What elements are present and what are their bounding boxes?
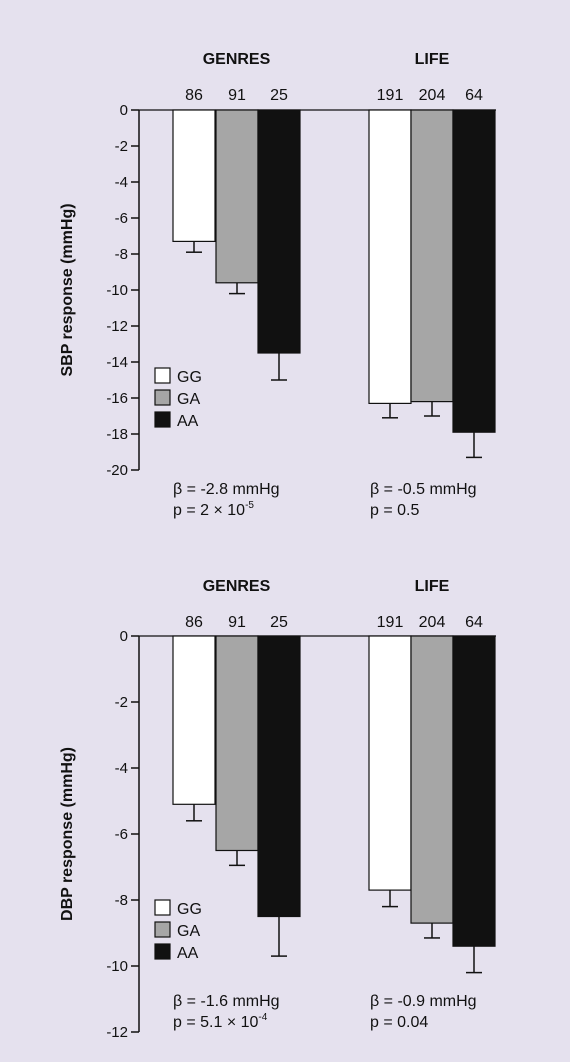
- y-tick-label: -20: [106, 462, 128, 479]
- bar-aa: [452, 635, 496, 947]
- y-tick-label: -16: [106, 390, 128, 407]
- sample-count-label: 91: [228, 87, 246, 104]
- legend-swatch: [154, 921, 171, 938]
- sample-count-label: 64: [465, 614, 483, 631]
- legend-swatch: [154, 389, 171, 406]
- bar-aa: [452, 109, 496, 433]
- legend: GG GA AA: [154, 367, 202, 430]
- y-tick-label: -6: [115, 826, 128, 843]
- y-axis-label: DBP response (mmHg): [59, 747, 76, 921]
- legend-swatch: [154, 943, 171, 960]
- y-tick-label: -2: [115, 138, 128, 155]
- y-tick-label: -6: [115, 210, 128, 227]
- legend-swatch: [154, 899, 171, 916]
- y-tick-label: -8: [115, 892, 128, 909]
- bar-gg: [368, 109, 412, 404]
- sample-count-label: 191: [377, 614, 404, 631]
- sample-count-label: 91: [228, 614, 246, 631]
- legend-label: GG: [177, 369, 202, 386]
- p-value-stat: p = 2 × 10-5: [173, 500, 254, 519]
- sample-count-label: 25: [270, 614, 288, 631]
- y-tick-label: -8: [115, 246, 128, 263]
- group-title: GENRES: [203, 578, 271, 595]
- bar-ga: [215, 109, 259, 284]
- sample-count-label: 86: [185, 87, 203, 104]
- sample-count-label: 25: [270, 87, 288, 104]
- sample-count-label: 204: [419, 614, 446, 631]
- bar-aa: [257, 635, 301, 918]
- chart-panel-2: 0 -2 -4 -6 -8 -10 -12 DBP response (mmHg) GENRES…: [59, 578, 496, 1041]
- sample-count-label: 64: [465, 87, 483, 104]
- bar-gg: [172, 635, 216, 805]
- legend: GG GA AA: [154, 899, 202, 962]
- legend-swatch: [154, 411, 171, 428]
- y-tick-label: -18: [106, 426, 128, 443]
- y-tick-label: 0: [120, 102, 128, 119]
- y-tick-label: -12: [106, 1024, 128, 1041]
- group-title: GENRES: [203, 51, 271, 68]
- y-tick-label: -4: [115, 760, 128, 777]
- legend-label: AA: [177, 413, 199, 430]
- sample-count-label: 86: [185, 614, 203, 631]
- beta-stat: β = -0.5 mmHg: [370, 481, 477, 498]
- chart-panel-1: 0 -2 -4 -6 -8 -10 -12 -14 -16 -18 -20 SBP response …: [59, 51, 496, 519]
- beta-stat: β = -1.6 mmHg: [173, 993, 280, 1010]
- bar-gg: [172, 109, 216, 242]
- legend-label: AA: [177, 945, 199, 962]
- legend-label: GA: [177, 923, 200, 940]
- y-tick-label: -12: [106, 318, 128, 335]
- bar-ga: [410, 109, 454, 403]
- legend-label: GG: [177, 901, 202, 918]
- y-tick-label: 0: [120, 628, 128, 645]
- p-value-stat: p = 0.5: [370, 502, 419, 519]
- y-tick-label: -10: [106, 958, 128, 975]
- p-value-stat: p = 0.04: [370, 1014, 428, 1031]
- y-tick-label: -10: [106, 282, 128, 299]
- sample-count-label: 191: [377, 87, 404, 104]
- y-tick-label: -14: [106, 354, 128, 371]
- beta-stat: β = -0.9 mmHg: [370, 993, 477, 1010]
- group-title: LIFE: [415, 578, 450, 595]
- bar-gg: [368, 635, 412, 891]
- y-tick-label: -2: [115, 694, 128, 711]
- sample-count-label: 204: [419, 87, 446, 104]
- group-title: LIFE: [415, 51, 450, 68]
- legend-swatch: [154, 367, 171, 384]
- y-axis-label: SBP response (mmHg): [59, 203, 76, 376]
- legend-label: GA: [177, 391, 200, 408]
- p-value-stat: p = 5.1 × 10-4: [173, 1012, 268, 1031]
- beta-stat: β = -2.8 mmHg: [173, 481, 280, 498]
- bar-ga: [410, 635, 454, 924]
- bar-aa: [257, 109, 301, 354]
- y-tick-label: -4: [115, 174, 128, 191]
- bar-ga: [215, 635, 259, 852]
